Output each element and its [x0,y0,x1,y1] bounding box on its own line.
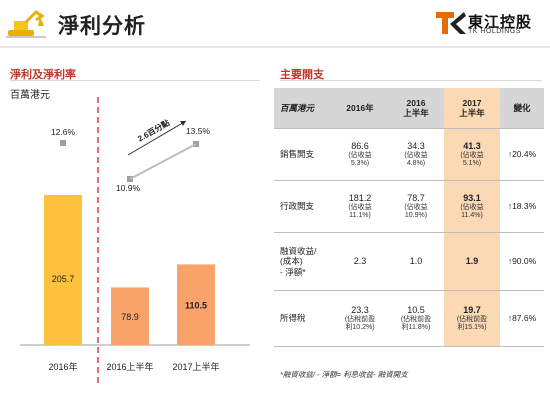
table-row: 銷售開支 86.6 (佔收益 5.3%) 34.3 (佔收益 4.8%) 41.3 (佔收益 5.… [274,128,544,181]
value-cell: 10.5 (佔稅前盈 利11.8%) [388,290,444,347]
change-cell: ↑87.6% [500,290,544,347]
value-cell: 78.7 (佔收益 10.9%) [388,180,444,233]
value-cell: 1.0 [388,232,444,291]
header-2017-h1: 2017 上半年 [444,88,500,129]
header-2016-h1: 2016 上半年 [388,88,444,129]
row-label: 銷售開支 [274,128,332,181]
category-tick-label: 2016年 [48,361,77,372]
bar-value-label: 110.5 [185,301,207,311]
tk-logo-icon [436,12,466,34]
margin-label: 13.5% [186,126,211,136]
table-header-row: 百萬港元 2016年 2016 上半年 2017 上半年 變化 [274,88,544,129]
value-cell: 181.2 (佔收益 11.1%) [332,180,388,233]
footnote: *融資收益/ - 淨額= 利息收益- 融資開支 [280,370,408,379]
brand-subtitle: TK HOLDINGS [468,28,521,35]
left-section-rule [10,80,260,81]
row-label: 所得稅 [274,290,332,347]
bar-value-label: 205.7 [52,274,75,284]
table-row: 所得稅 23.3 (佔稅前盈 利10.2%) 10.5 (佔稅前盈 利11.8%) 19.7(… [274,290,544,347]
margin-trend-line [129,143,197,180]
unit-label: 百萬港元 [10,90,50,101]
left-section-title: 淨利及淨利率 [10,69,76,81]
row-label: 行政開支 [274,180,332,233]
table-row: 融資收益/(成本) - 淨額* 2.3 1.0 1.9 ↑90.0% [274,232,544,291]
header-change: 變化 [500,88,544,129]
value-cell: 2.3 [332,232,388,291]
margin-label: 12.6% [51,127,76,137]
brand-name: 東江控股 [468,14,533,31]
table-row: 行政開支 181.2 (佔收益 11.1%) 78.7 (佔收益 10.9%) 93.1 (佔收… [274,180,544,233]
annotation-arrowhead [180,121,186,126]
header-2016: 2016年 [332,88,388,129]
bar-value-label: 78.9 [121,312,139,322]
margin-marker [60,140,66,146]
excavator-logo-icon [6,10,46,38]
row-label: 融資收益/(成本) - 淨額* [274,232,332,291]
value-cell: 41.3 (佔收益 5.1%) [444,128,500,181]
company-brand: 東江控股 TK HOLDINGS [436,10,536,38]
change-cell: ↑18.3% [500,180,544,233]
expenses-table: 百萬港元 2016年 2016 上半年 2017 上半年 變化 銷售開支 86.6 (佔… [274,88,544,347]
value-cell: 93.1 (佔收益 11.4%) [444,180,500,233]
net-profit-chart: 205.7 2016年 78.9 2016上半年 110.5 2017上半年 12.6% 10… [20,97,250,385]
right-section-rule [280,80,542,81]
header-unit: 百萬港元 [274,88,332,129]
value-cell: 86.6 (佔收益 5.3%) [332,128,388,181]
value-cell: 1.9 [444,232,500,291]
title-divider [0,46,550,48]
bar [44,195,82,345]
annotation-arrow [127,120,187,156]
value-cell: 23.3 (佔稅前盈 利10.2%) [332,290,388,347]
right-section-title: 主要開支 [280,69,324,81]
category-tick-label: 2016上半年 [106,361,153,372]
value-cell: 34.3 (佔收益 4.8%) [388,128,444,181]
page-title: 淨利分析 [58,15,146,38]
bar [177,264,215,345]
category-tick-label: 2017上半年 [172,361,219,372]
margin-label: 10.9% [116,183,141,193]
value-cell: 19.7 (佔稅前盈 利15.1%) [444,290,500,347]
bar [111,287,149,345]
change-cell: ↑90.0% [500,232,544,291]
change-cell: ↑20.4% [500,128,544,181]
